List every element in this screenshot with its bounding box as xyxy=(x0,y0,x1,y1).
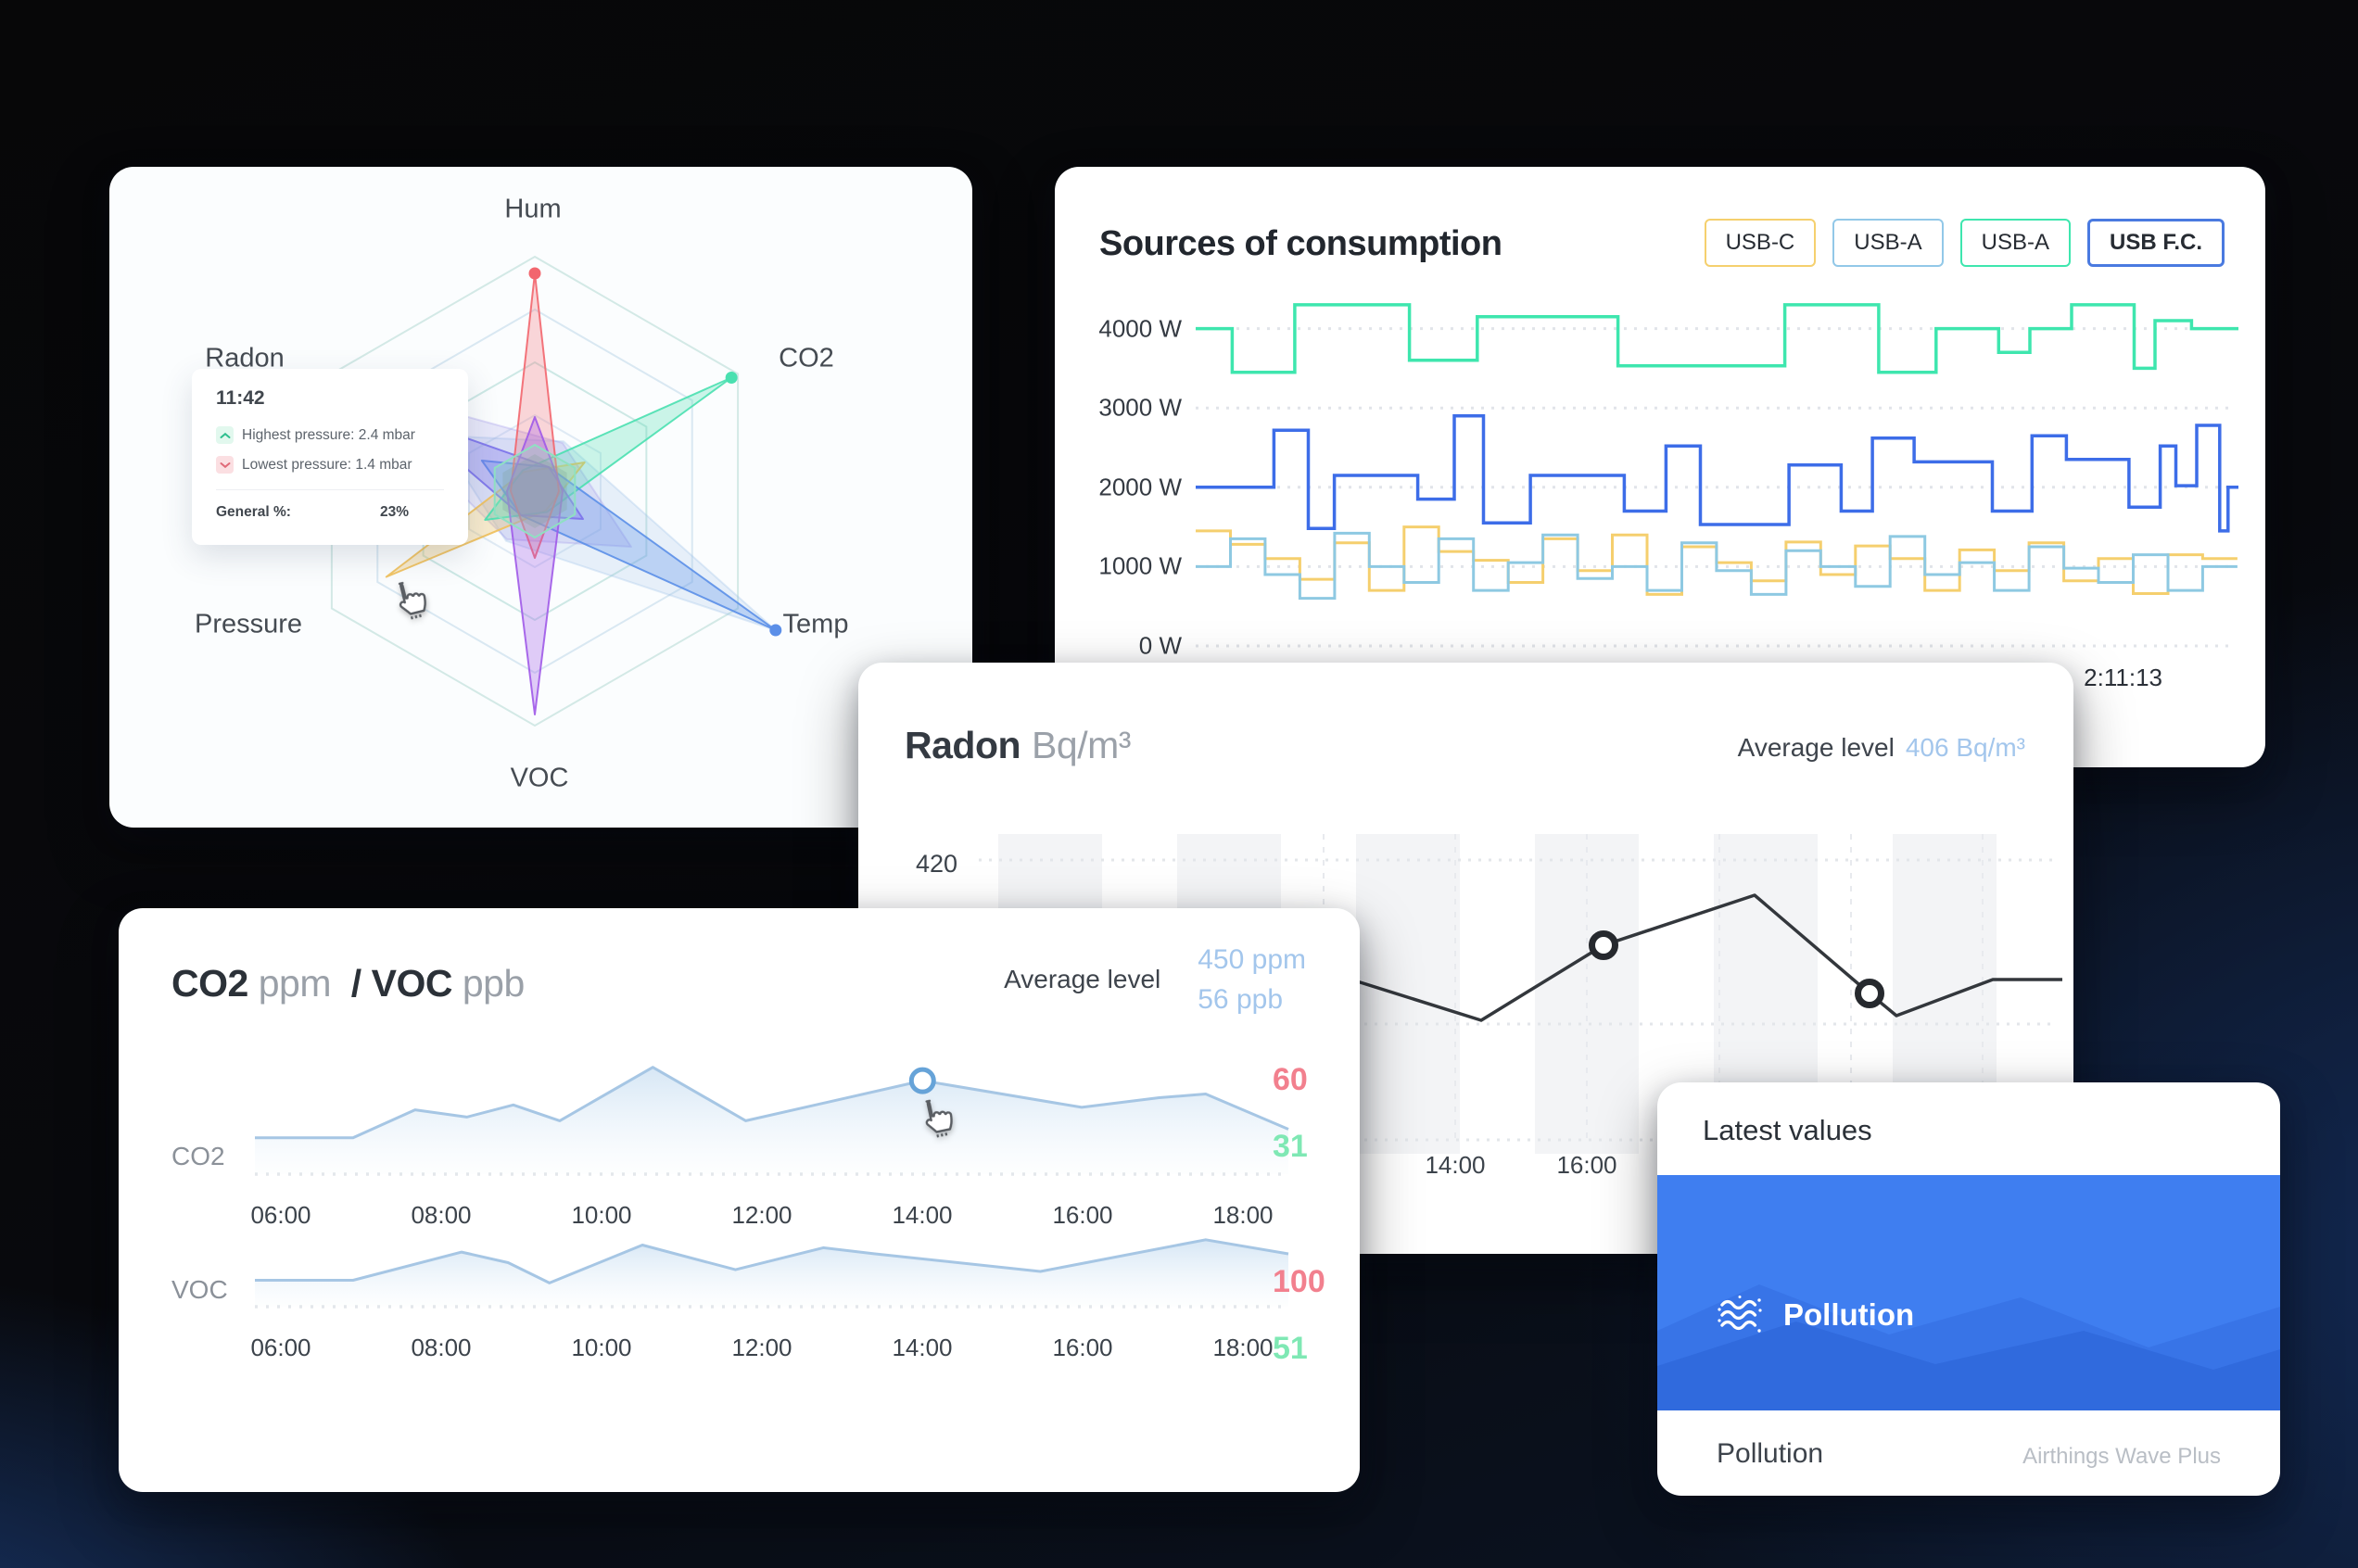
consumption-title: Sources of consumption xyxy=(1099,224,1502,263)
help-icon[interactable]: ? xyxy=(1909,1413,1943,1447)
co2-title-text: CO2 xyxy=(171,962,248,1005)
radar-tooltip: 11:42 Highest pressure: 2.4 mbar Lowest … xyxy=(192,369,468,545)
banner-decoration xyxy=(1657,1284,2280,1410)
cursor-icon[interactable] xyxy=(910,1092,963,1144)
legend-button-usb-a[interactable]: USB-A xyxy=(1959,219,2071,267)
title-slash: / xyxy=(350,962,361,1005)
pollution-wave-icon xyxy=(1717,1294,1763,1336)
radon-average-value: 406 Bq/m³ xyxy=(1905,733,2025,762)
cursor-icon[interactable] xyxy=(383,573,437,626)
tooltip-general-value: 23% xyxy=(379,504,410,520)
x-tick-voc-0600: 06:00 xyxy=(250,1334,311,1361)
average-voc-value: 56 ppb xyxy=(1198,984,1284,1015)
legend-button-usb-c[interactable]: USB-C xyxy=(1704,219,1817,267)
radar-axis-label-co2: CO2 xyxy=(779,343,834,373)
voc-title-text: VOC xyxy=(371,962,453,1005)
pollution-metric-label: Pollution xyxy=(1783,1297,1915,1332)
chevron-up-icon xyxy=(216,426,234,444)
radar-axis-label-pressure: Pressure xyxy=(194,609,303,639)
consumption-y-label-4: 0 W xyxy=(1138,631,1182,660)
x-tick-voc-1200: 12:00 xyxy=(731,1334,792,1361)
voc-limit-low: 51 xyxy=(1273,1331,1308,1366)
consumption-y-label-3: 1000 W xyxy=(1098,551,1182,580)
footer-device-name: Airthings Wave Plus xyxy=(2022,1444,2221,1469)
tooltip-time: 11:42 xyxy=(216,387,265,409)
x-tick-voc-1400: 14:00 xyxy=(892,1334,953,1361)
tooltip-row-lowest-label: Lowest pressure: 1.4 mbar xyxy=(242,456,412,473)
radon-title-text: Radon xyxy=(905,724,1021,766)
radon-y-tick: 420 xyxy=(916,850,958,878)
x-tick-voc-0800: 08:00 xyxy=(411,1334,472,1361)
voc-row-label: VOC xyxy=(171,1275,228,1304)
pollution-ppm-value: 860 ppm xyxy=(1717,1406,1890,1454)
x-tick-co2-0800: 08:00 xyxy=(411,1201,472,1229)
radar-axis-label-radon: Radon xyxy=(205,343,285,373)
tooltip-divider xyxy=(216,489,444,490)
legend-button-usb-f-c-[interactable]: USB F.C. xyxy=(2086,219,2225,267)
chevron-down-icon xyxy=(216,456,234,474)
radon-x-tick-1600: 16:00 xyxy=(1556,1151,1617,1179)
x-tick-voc-1600: 16:00 xyxy=(1052,1334,1113,1361)
x-tick-co2-0600: 06:00 xyxy=(250,1201,311,1229)
radon-title: Radon Bq/m³ xyxy=(905,724,1131,767)
x-tick-co2-1400: 14:00 xyxy=(892,1201,953,1229)
radar-axis-label-hum: Hum xyxy=(504,194,562,224)
tooltip-general-label: General %: xyxy=(216,504,291,520)
co2-row-label: CO2 xyxy=(171,1142,225,1170)
radon-x-tick-1400: 14:00 xyxy=(1425,1151,1486,1179)
x-tick-co2-1000: 10:00 xyxy=(571,1201,632,1229)
tooltip-row-lowest: Lowest pressure: 1.4 mbar xyxy=(216,456,412,474)
tooltip-row-highest: Highest pressure: 2.4 mbar xyxy=(216,426,415,444)
consumption-y-label-2: 2000 W xyxy=(1098,473,1182,501)
x-tick-co2-1200: 12:00 xyxy=(731,1201,792,1229)
x-tick-voc-1000: 10:00 xyxy=(571,1334,632,1361)
legend-button-usb-a[interactable]: USB-A xyxy=(1832,219,1944,267)
co2-voc-chart xyxy=(255,1066,1289,1309)
co2-voc-average: Average level 450 ppm 56 ppb xyxy=(1004,940,1306,1019)
latest-values-title: Latest values xyxy=(1703,1114,1872,1146)
radar-axis-label-voc: VOC xyxy=(510,763,569,793)
co2-unit: ppm xyxy=(258,962,332,1005)
pollution-banner[interactable]: Pollution 860 ppm ? 27 ppb ? xyxy=(1657,1175,2280,1454)
radar-card: Hum CO2 Temp VOC Pressure Radon 11:42 Highest… xyxy=(109,167,972,828)
footer-device-metric: Pollution xyxy=(1717,1438,1824,1469)
tooltip-general-row: General %: 23% xyxy=(216,504,444,521)
average-label: Average level xyxy=(1004,965,1161,993)
x-tick-co2-1800: 18:00 xyxy=(1212,1201,1274,1229)
radar-chart xyxy=(330,255,782,727)
x-tick-voc-1800: 18:00 xyxy=(1212,1334,1274,1361)
consumption-chart xyxy=(1196,303,2238,648)
voc-unit: ppb xyxy=(462,962,525,1005)
help-icon[interactable]: ? xyxy=(2179,1413,2212,1447)
voc-limit-high: 100 xyxy=(1273,1264,1325,1299)
co2-limit-low: 31 xyxy=(1273,1129,1308,1164)
average-co2-value: 450 ppm xyxy=(1198,944,1306,975)
consumption-legend: USB-C USB-A USB-A USB F.C. xyxy=(1704,219,2225,267)
co2-limit-high: 60 xyxy=(1273,1062,1308,1097)
consumption-y-label-0: 4000 W xyxy=(1098,314,1182,343)
radon-average-label: Average level xyxy=(1737,733,1895,762)
pollution-ppb-value: 27 ppb xyxy=(2022,1406,2160,1454)
radar-axis-label-temp: Temp xyxy=(782,609,849,639)
latest-values-card: Latest values xyxy=(1657,1082,2280,1496)
x-tick-co2-1600: 16:00 xyxy=(1052,1201,1113,1229)
consumption-time-label: 2:11:13 xyxy=(2084,664,2162,691)
co2-voc-title: CO2 ppm / VOC ppb xyxy=(171,962,525,1005)
co2-voc-card: CO2 ppm / VOC ppb Average level 450 ppm … xyxy=(119,908,1360,1492)
radon-average: Average level 406 Bq/m³ xyxy=(1738,733,2025,763)
consumption-y-label-1: 3000 W xyxy=(1098,393,1182,422)
tooltip-row-highest-label: Highest pressure: 2.4 mbar xyxy=(242,426,415,443)
radon-unit: Bq/m³ xyxy=(1032,724,1131,766)
